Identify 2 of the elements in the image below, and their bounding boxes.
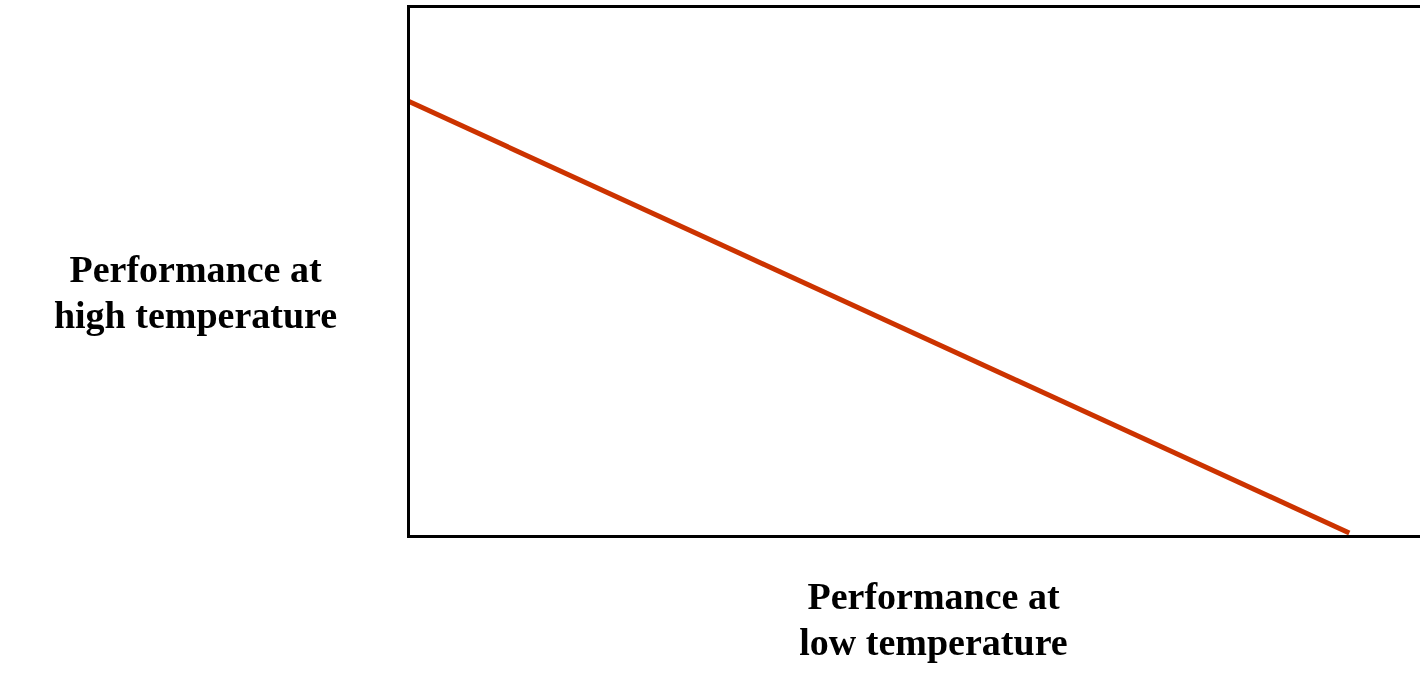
y-axis-title: Performance at high temperature	[53, 247, 338, 336]
x-axis-title: Performance at low temperature	[799, 574, 1068, 663]
